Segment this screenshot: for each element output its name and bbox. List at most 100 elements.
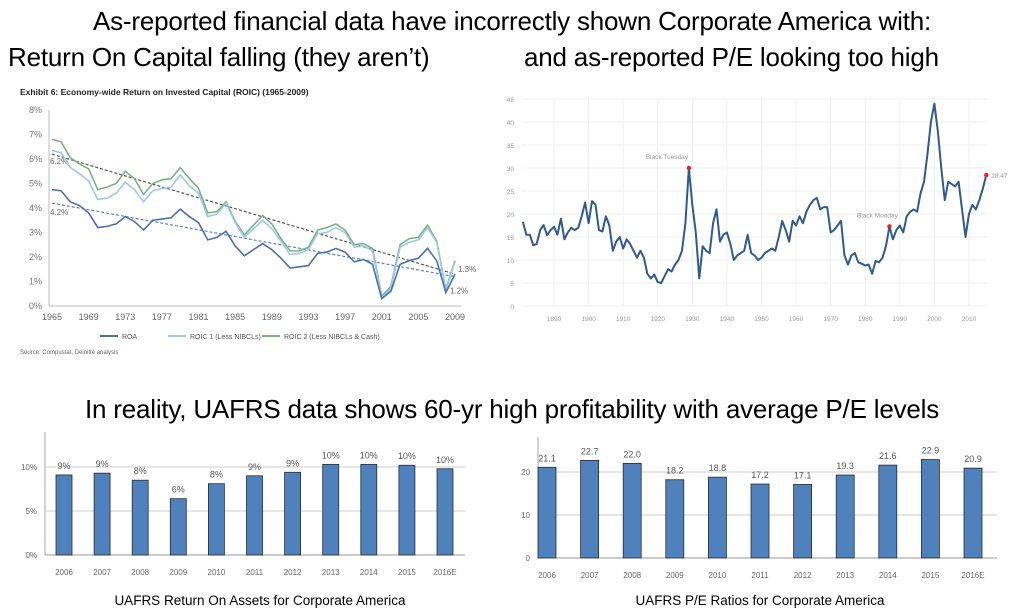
- x-tick-label: 1969: [79, 312, 99, 322]
- x-tick-label: 2014: [360, 568, 378, 577]
- bar-2009: [665, 479, 685, 559]
- headline-line-1: As-reported financial data have incorrec…: [92, 6, 932, 36]
- x-tick-label: 1950: [754, 316, 769, 323]
- y-tick-label: 20: [521, 468, 530, 477]
- y-tick-label: 10: [521, 511, 530, 520]
- data-label: 10%: [360, 450, 378, 460]
- data-label: 9%: [286, 458, 299, 468]
- trend-start-label: 4.2%: [50, 208, 68, 217]
- bar-2009: [169, 498, 187, 556]
- x-tick-label: 2006: [538, 571, 556, 580]
- bar-2013: [322, 463, 340, 556]
- y-tick-label: 15: [507, 235, 515, 242]
- y-tick-label: 2%: [29, 252, 42, 262]
- series-line-roa: [51, 188, 456, 301]
- y-tick-label: 0: [526, 554, 531, 563]
- y-tick-label: 10%: [21, 463, 37, 472]
- annotation-marker: [686, 165, 692, 171]
- bar-2008: [622, 462, 642, 559]
- x-tick-label: 2015: [922, 571, 940, 580]
- data-label: 10%: [322, 450, 340, 460]
- y-tick-label: 0%: [25, 551, 37, 560]
- x-tick-label: 1960: [789, 316, 804, 323]
- x-tick-label: 1930: [685, 316, 700, 323]
- annotation-label: Black Monday: [857, 212, 899, 219]
- data-label: 22.7: [581, 446, 599, 456]
- x-tick-label: 2009: [169, 568, 187, 577]
- x-tick-label: 2001: [372, 312, 392, 322]
- x-tick-label: 2015: [398, 568, 416, 577]
- bar-2015: [398, 464, 416, 556]
- x-tick-label: 2014: [879, 571, 897, 580]
- x-tick-label: 2007: [581, 571, 599, 580]
- x-tick-label: 2008: [623, 571, 641, 580]
- legend-label: ROIC 1 (Less NIBCLs): [190, 334, 261, 341]
- headline-middle: In reality, UAFRS data shows 60-yr high …: [84, 394, 940, 424]
- chart-title: Exhibit 6: Economy-wide Return on Invest…: [20, 87, 309, 97]
- y-tick-label: 7%: [29, 130, 42, 140]
- x-tick-label: 2012: [284, 568, 302, 577]
- x-tick-label: 1977: [152, 312, 172, 322]
- bar-2010: [207, 483, 225, 556]
- bar-2016E: [436, 468, 454, 556]
- pe-series-line: [521, 102, 988, 284]
- x-tick-label: 2016E: [433, 568, 456, 577]
- x-tick-label: 2006: [55, 568, 73, 577]
- y-tick-label: 25: [507, 189, 515, 196]
- data-label: 18.2: [666, 466, 684, 476]
- bar-2011: [246, 475, 263, 556]
- data-label: 21.6: [879, 451, 897, 461]
- x-tick-label: 2013: [836, 571, 854, 580]
- bar-2013: [835, 474, 855, 559]
- x-tick-label: 2009: [666, 571, 684, 580]
- x-tick-label: 1965: [42, 312, 62, 322]
- data-label: 6%: [172, 485, 185, 495]
- annotation-marker: [887, 224, 892, 229]
- legend-label: ROIC 2 (Less NIBCLs & Cash): [284, 334, 380, 341]
- y-tick-label: 30: [507, 166, 515, 173]
- data-label: 10%: [398, 451, 416, 461]
- bar-2010: [708, 476, 727, 559]
- trend-end-label: 1.2%: [450, 287, 468, 296]
- bar-2007: [580, 459, 599, 559]
- x-tick-label: 1997: [335, 312, 355, 322]
- annotation-label: 28.47: [991, 173, 1008, 180]
- source-note: Source: Compustat, Deloitte analysis: [20, 350, 118, 356]
- y-tick-label: 45: [507, 97, 515, 104]
- x-tick-label: 1970: [823, 316, 838, 323]
- x-tick-label: 2013: [322, 568, 340, 577]
- x-tick-label: 2000: [927, 316, 942, 323]
- trendline: [51, 202, 456, 278]
- y-tick-label: 1%: [29, 277, 42, 287]
- annotation-marker: [984, 172, 989, 178]
- data-label: 8%: [134, 466, 147, 476]
- data-label: 10%: [436, 455, 454, 465]
- y-tick-label: 4%: [29, 203, 42, 213]
- bar-2006: [537, 466, 557, 559]
- x-tick-label: 2010: [208, 568, 226, 577]
- y-tick-label: 8%: [29, 105, 42, 115]
- chart-caption: UAFRS Return On Assets for Corporate Ame…: [114, 593, 406, 608]
- x-tick-label: 2011: [246, 568, 264, 577]
- chart-caption: UAFRS P/E Ratios for Corporate America: [635, 593, 885, 608]
- bar-2015: [921, 459, 940, 559]
- x-tick-label: 1890: [547, 316, 562, 323]
- y-tick-label: 5%: [29, 179, 42, 189]
- legend-label: ROA: [122, 334, 138, 341]
- x-tick-label: 1981: [189, 312, 209, 322]
- y-tick-label: 0%: [29, 301, 42, 311]
- data-label: 22.9: [922, 446, 940, 456]
- data-label: 9%: [248, 462, 261, 472]
- x-tick-label: 1990: [893, 316, 908, 323]
- headline-right: and as-reported P/E looking too high: [524, 42, 939, 72]
- y-tick-label: 40: [507, 120, 515, 127]
- x-tick-label: 1989: [262, 312, 282, 322]
- x-tick-label: 1985: [225, 312, 245, 322]
- trend-end-label: 1.3%: [458, 265, 476, 274]
- x-tick-label: 2012: [794, 571, 812, 580]
- y-tick-label: 5: [510, 281, 514, 288]
- x-tick-label: 1980: [858, 316, 873, 323]
- x-tick-label: 1973: [115, 312, 135, 322]
- trend-start-label: 6.2%: [50, 157, 68, 166]
